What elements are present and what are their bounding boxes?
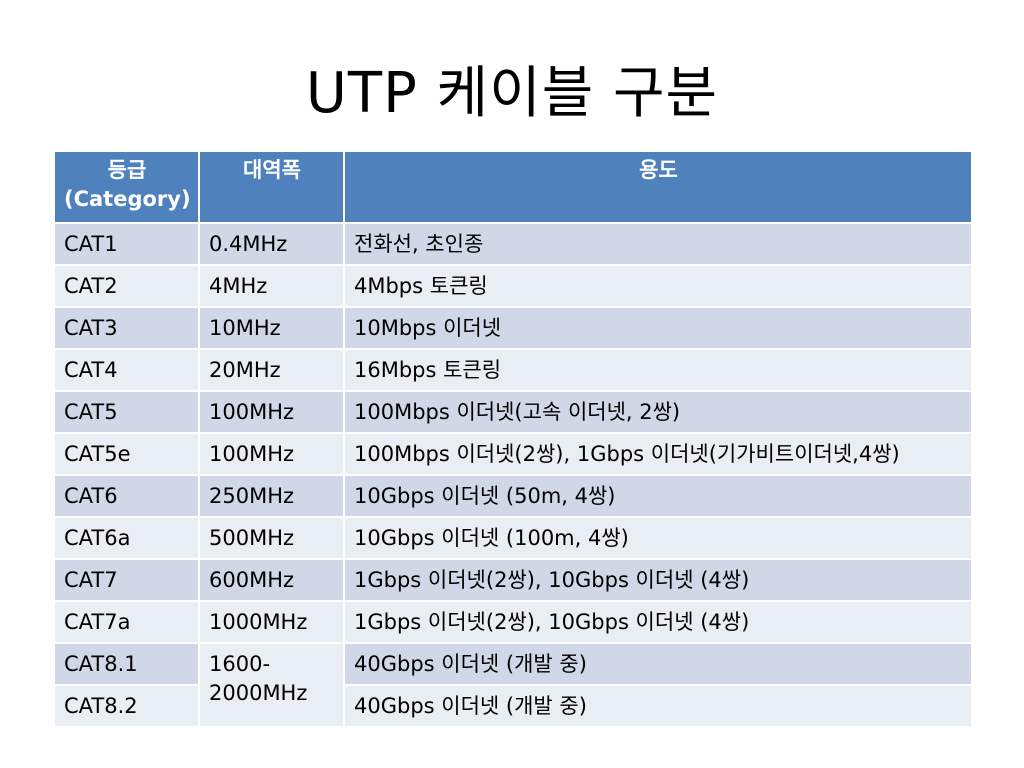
cell-grade: CAT5 — [53, 390, 200, 434]
cell-usage: 1Gbps 이더넷(2쌍), 10Gbps 이더넷 (4쌍) — [343, 600, 973, 644]
cell-usage: 10Gbps 이더넷 (50m, 4쌍) — [343, 474, 973, 518]
header-grade: 등급 (Category) — [53, 150, 200, 224]
table-row: CAT8.1 1600-2000MHz 40Gbps 이더넷 (개발 중) — [53, 642, 973, 728]
cell-usage: 40Gbps 이더넷 (개발 중) — [343, 642, 973, 686]
table-row: CAT3 10MHz 10Mbps 이더넷 — [53, 306, 973, 350]
cell-usage: 10Mbps 이더넷 — [343, 306, 973, 350]
cell-grade: CAT8.1 — [53, 642, 200, 686]
cell-bandwidth-merged: 1600-2000MHz — [198, 642, 345, 728]
cell-bandwidth: 0.4MHz — [198, 222, 345, 266]
cell-bandwidth: 100MHz — [198, 432, 345, 476]
cell-usage: 1Gbps 이더넷(2쌍), 10Gbps 이더넷 (4쌍) — [343, 558, 973, 602]
cell-bandwidth: 100MHz — [198, 390, 345, 434]
table-row: CAT8.2 40Gbps 이더넷 (개발 중) — [53, 684, 973, 728]
table-body: CAT1 0.4MHz 전화선, 초인종 CAT2 4MHz 4Mbps 토큰링… — [53, 222, 973, 728]
table-header: 등급 (Category) 대역폭 용도 — [53, 150, 973, 224]
cell-bandwidth: 1000MHz — [198, 600, 345, 644]
cell-usage: 4Mbps 토큰링 — [343, 264, 973, 308]
cell-usage: 100Mbps 이더넷(고속 이더넷, 2쌍) — [343, 390, 973, 434]
cell-bandwidth: 4MHz — [198, 264, 345, 308]
cell-grade: CAT4 — [53, 348, 200, 392]
cell-grade: CAT1 — [53, 222, 200, 266]
cell-usage: 10Gbps 이더넷 (100m, 4쌍) — [343, 516, 973, 560]
header-usage: 용도 — [343, 150, 973, 224]
cell-grade: CAT2 — [53, 264, 200, 308]
utp-category-table-container: 등급 (Category) 대역폭 용도 CAT1 0.4MHz 전화선, 초인… — [53, 150, 973, 728]
cell-usage: 전화선, 초인종 — [343, 222, 973, 266]
table-row: CAT7 600MHz 1Gbps 이더넷(2쌍), 10Gbps 이더넷 (4… — [53, 558, 973, 602]
table-row: CAT6 250MHz 10Gbps 이더넷 (50m, 4쌍) — [53, 474, 973, 518]
slide-title: UTP 케이블 구분 — [305, 61, 719, 126]
cell-bandwidth: 10MHz — [198, 306, 345, 350]
cell-grade: CAT7a — [53, 600, 200, 644]
cell-grade: CAT6 — [53, 474, 200, 518]
header-grade-line1: 등급 — [107, 158, 147, 182]
table-row: CAT5 100MHz 100Mbps 이더넷(고속 이더넷, 2쌍) — [53, 390, 973, 434]
cell-usage: 16Mbps 토큰링 — [343, 348, 973, 392]
table-row: CAT1 0.4MHz 전화선, 초인종 — [53, 222, 973, 266]
cell-grade: CAT5e — [53, 432, 200, 476]
header-row: 등급 (Category) 대역폭 용도 — [53, 150, 973, 224]
header-bandwidth: 대역폭 — [198, 150, 345, 224]
cell-usage: 100Mbps 이더넷(2쌍), 1Gbps 이더넷(기가비트이더넷,4쌍) — [343, 432, 973, 476]
table-row: CAT6a 500MHz 10Gbps 이더넷 (100m, 4쌍) — [53, 516, 973, 560]
table-row: CAT7a 1000MHz 1Gbps 이더넷(2쌍), 10Gbps 이더넷 … — [53, 600, 973, 644]
cell-grade: CAT6a — [53, 516, 200, 560]
header-grade-line2: (Category) — [64, 187, 191, 211]
cell-usage: 40Gbps 이더넷 (개발 중) — [343, 684, 973, 728]
cell-grade: CAT7 — [53, 558, 200, 602]
table-row: CAT2 4MHz 4Mbps 토큰링 — [53, 264, 973, 308]
cell-bandwidth: 250MHz — [198, 474, 345, 518]
cell-bandwidth: 600MHz — [198, 558, 345, 602]
utp-category-table: 등급 (Category) 대역폭 용도 CAT1 0.4MHz 전화선, 초인… — [53, 150, 973, 728]
cell-grade: CAT8.2 — [53, 684, 200, 728]
table-row: CAT5e 100MHz 100Mbps 이더넷(2쌍), 1Gbps 이더넷(… — [53, 432, 973, 476]
cell-grade: CAT3 — [53, 306, 200, 350]
cell-bandwidth: 500MHz — [198, 516, 345, 560]
cell-bandwidth: 20MHz — [198, 348, 345, 392]
table-row: CAT4 20MHz 16Mbps 토큰링 — [53, 348, 973, 392]
